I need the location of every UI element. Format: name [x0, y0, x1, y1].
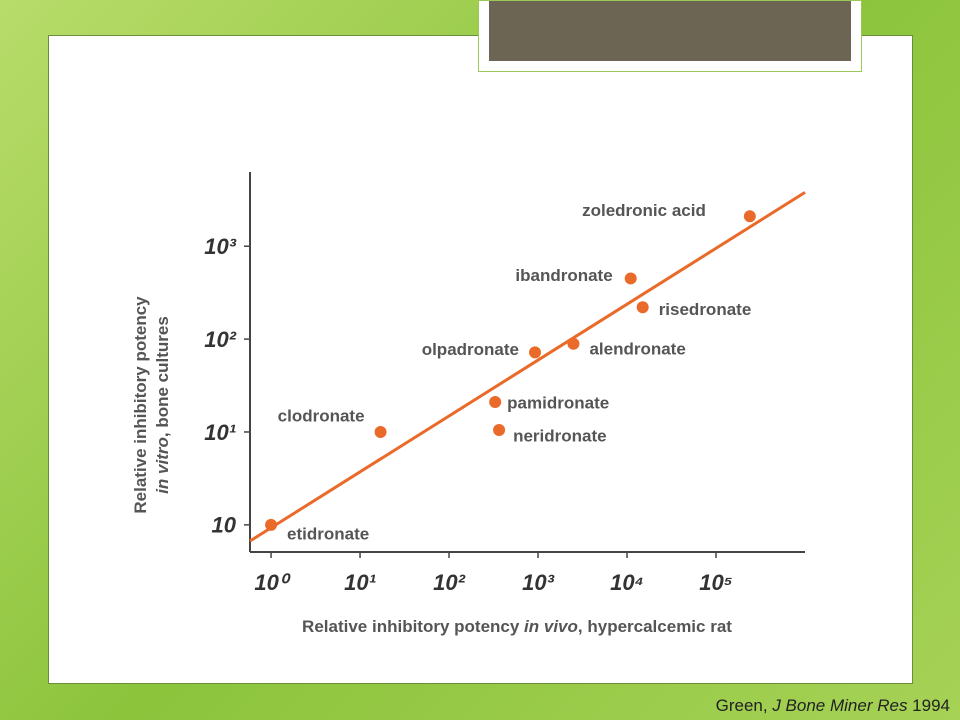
data-point [493, 424, 506, 437]
y-label-part: Relative inhibitory potency [131, 296, 150, 514]
trend-line [249, 191, 806, 543]
y-label-line: Relative inhibitory potency [131, 296, 150, 514]
x-label-part: Relative inhibitory potency [302, 617, 524, 636]
point-label: neridronate [513, 426, 607, 445]
x-tick-label: 10² [433, 570, 465, 595]
citation-author: Green, [715, 696, 773, 715]
data-point [567, 337, 580, 350]
x-label-part: in vivo [524, 617, 578, 636]
y-tick-label: 10³ [204, 234, 236, 259]
x-axis-label: Relative inhibitory potency in vivo, hyp… [302, 617, 732, 636]
y-tick-label: 10 [212, 513, 237, 538]
y-label-part: , bone cultures [153, 316, 172, 437]
point-label: ibandronate [515, 266, 612, 285]
title-box-fill [489, 1, 851, 61]
content-panel [48, 35, 913, 684]
x-tick-label: 10³ [522, 570, 554, 595]
x-tick-label: 10⁰ [254, 570, 290, 595]
data-point [374, 425, 387, 438]
point-label: risedronate [659, 300, 752, 319]
y-label-line: in vitro, bone cultures [153, 316, 172, 494]
x-tick-label: 10⁴ [610, 570, 644, 595]
y-label-part: in vitro [153, 437, 172, 494]
citation-year: 1994 [907, 696, 950, 715]
point-label: pamidronate [507, 394, 609, 413]
data-point [624, 272, 637, 285]
data-point [636, 301, 649, 314]
y-tick-label: 10² [204, 327, 236, 352]
citation-journal: J Bone Miner Res [772, 696, 908, 715]
point-label: olpadronate [422, 340, 519, 359]
data-point [743, 210, 756, 223]
y-tick-label: 10¹ [204, 420, 236, 445]
data-point [529, 346, 542, 359]
y-axis-label: Relative inhibitory potency in vitro, bo… [131, 296, 172, 514]
data-point [489, 396, 502, 409]
x-tick-label: 10⁵ [699, 570, 732, 595]
x-tick-label: 10¹ [344, 570, 376, 595]
point-label: etidronate [287, 524, 369, 543]
citation: Green, J Bone Miner Res 1994 [716, 696, 950, 716]
data-point [265, 518, 278, 531]
x-label-part: , hypercalcemic rat [578, 617, 732, 636]
title-box [478, 0, 862, 72]
point-label: zoledronic acid [582, 201, 706, 220]
point-label: clodronate [278, 406, 365, 425]
point-label: alendronate [589, 339, 685, 358]
